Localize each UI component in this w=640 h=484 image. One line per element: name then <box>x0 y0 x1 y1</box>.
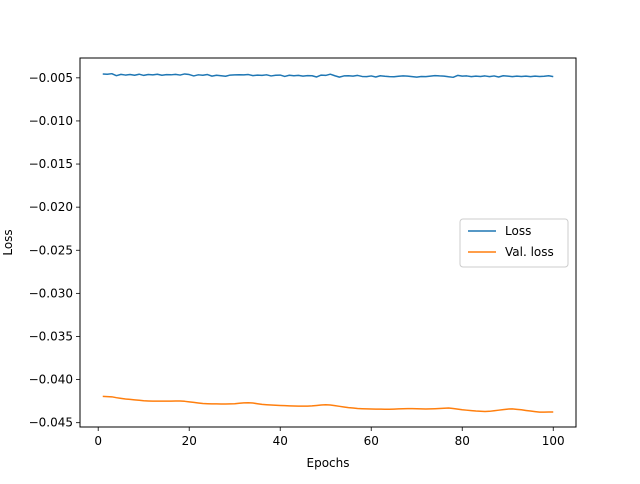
y-tick-label: −0.020 <box>29 200 73 214</box>
legend-label-0: Loss <box>505 224 531 238</box>
x-tick-label: 80 <box>455 434 470 448</box>
y-axis-ticks: −0.045 −0.040 −0.035 −0.030 −0.025 −0.020 −0.0… <box>29 71 80 430</box>
y-tick-label: −0.045 <box>29 416 73 430</box>
series-line-0 <box>102 72 554 79</box>
series-layer <box>102 72 554 413</box>
x-tick-label: 0 <box>94 434 102 448</box>
y-tick-label: −0.035 <box>29 329 73 343</box>
legend-label-1: Val. loss <box>505 245 554 259</box>
x-tick-label: 20 <box>182 434 197 448</box>
x-tick-label: 40 <box>273 434 288 448</box>
x-tick-label: 100 <box>542 434 565 448</box>
legend: Loss Val. loss <box>459 218 569 268</box>
x-tick-label: 60 <box>364 434 379 448</box>
y-tick-label: −0.025 <box>29 243 73 257</box>
y-axis-label: Loss <box>1 229 15 255</box>
y-tick-label: −0.040 <box>29 373 73 387</box>
x-axis-label: Epochs <box>307 456 350 470</box>
x-axis-ticks: 0 20 40 60 80 100 <box>94 427 565 448</box>
series-line-1 <box>102 395 554 413</box>
y-tick-label: −0.030 <box>29 286 73 300</box>
axes-frame <box>79 57 577 428</box>
y-tick-label: −0.005 <box>29 71 73 85</box>
y-tick-label: −0.015 <box>29 157 73 171</box>
y-tick-label: −0.010 <box>29 114 73 128</box>
